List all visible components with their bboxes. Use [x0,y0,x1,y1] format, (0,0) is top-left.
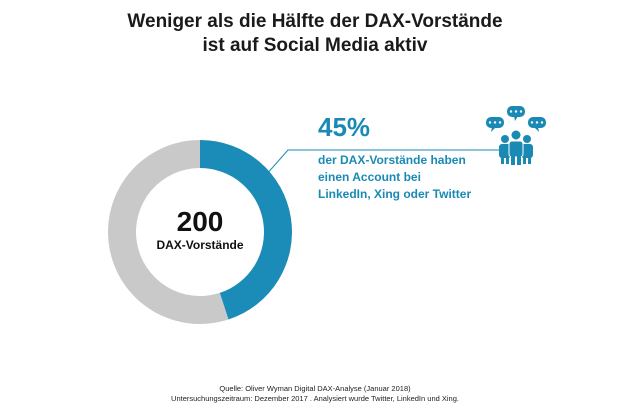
donut-slice-active [200,140,293,320]
donut-slice-rest [108,140,229,324]
chart-title-line-1: Weniger als die Hälfte der DAX-Vorstände [127,11,503,32]
people-speech-bubbles-icon [486,106,546,165]
donut-center-label: DAX-Vorstände [156,238,244,252]
highlight-description-line-1: der DAX-Vorstände haben [318,153,466,167]
donut-slices [108,140,293,324]
callout-leader-line [257,149,525,185]
footer-period-line: Untersuchungszeitraum: Dezember 2017 . A… [171,394,459,403]
chart-title: Weniger als die Hälfte der DAX-Vorstände… [0,10,630,58]
highlight-description-line-3: LinkedIn, Xing oder Twitter [318,187,472,201]
highlight-description: der DAX-Vorstände haben einen Account be… [318,152,518,203]
highlight-description-line-2: einen Account bei [318,170,421,184]
highlight-percentage: 45% [318,112,371,142]
chart-title-line-2: ist auf Social Media aktiv [202,35,428,56]
footer-source-line: Quelle: Oliver Wyman Digital DAX-Analyse… [219,384,411,393]
source-footer: Quelle: Oliver Wyman Digital DAX-Analyse… [0,384,630,404]
donut-center-total: 200 [176,206,224,237]
